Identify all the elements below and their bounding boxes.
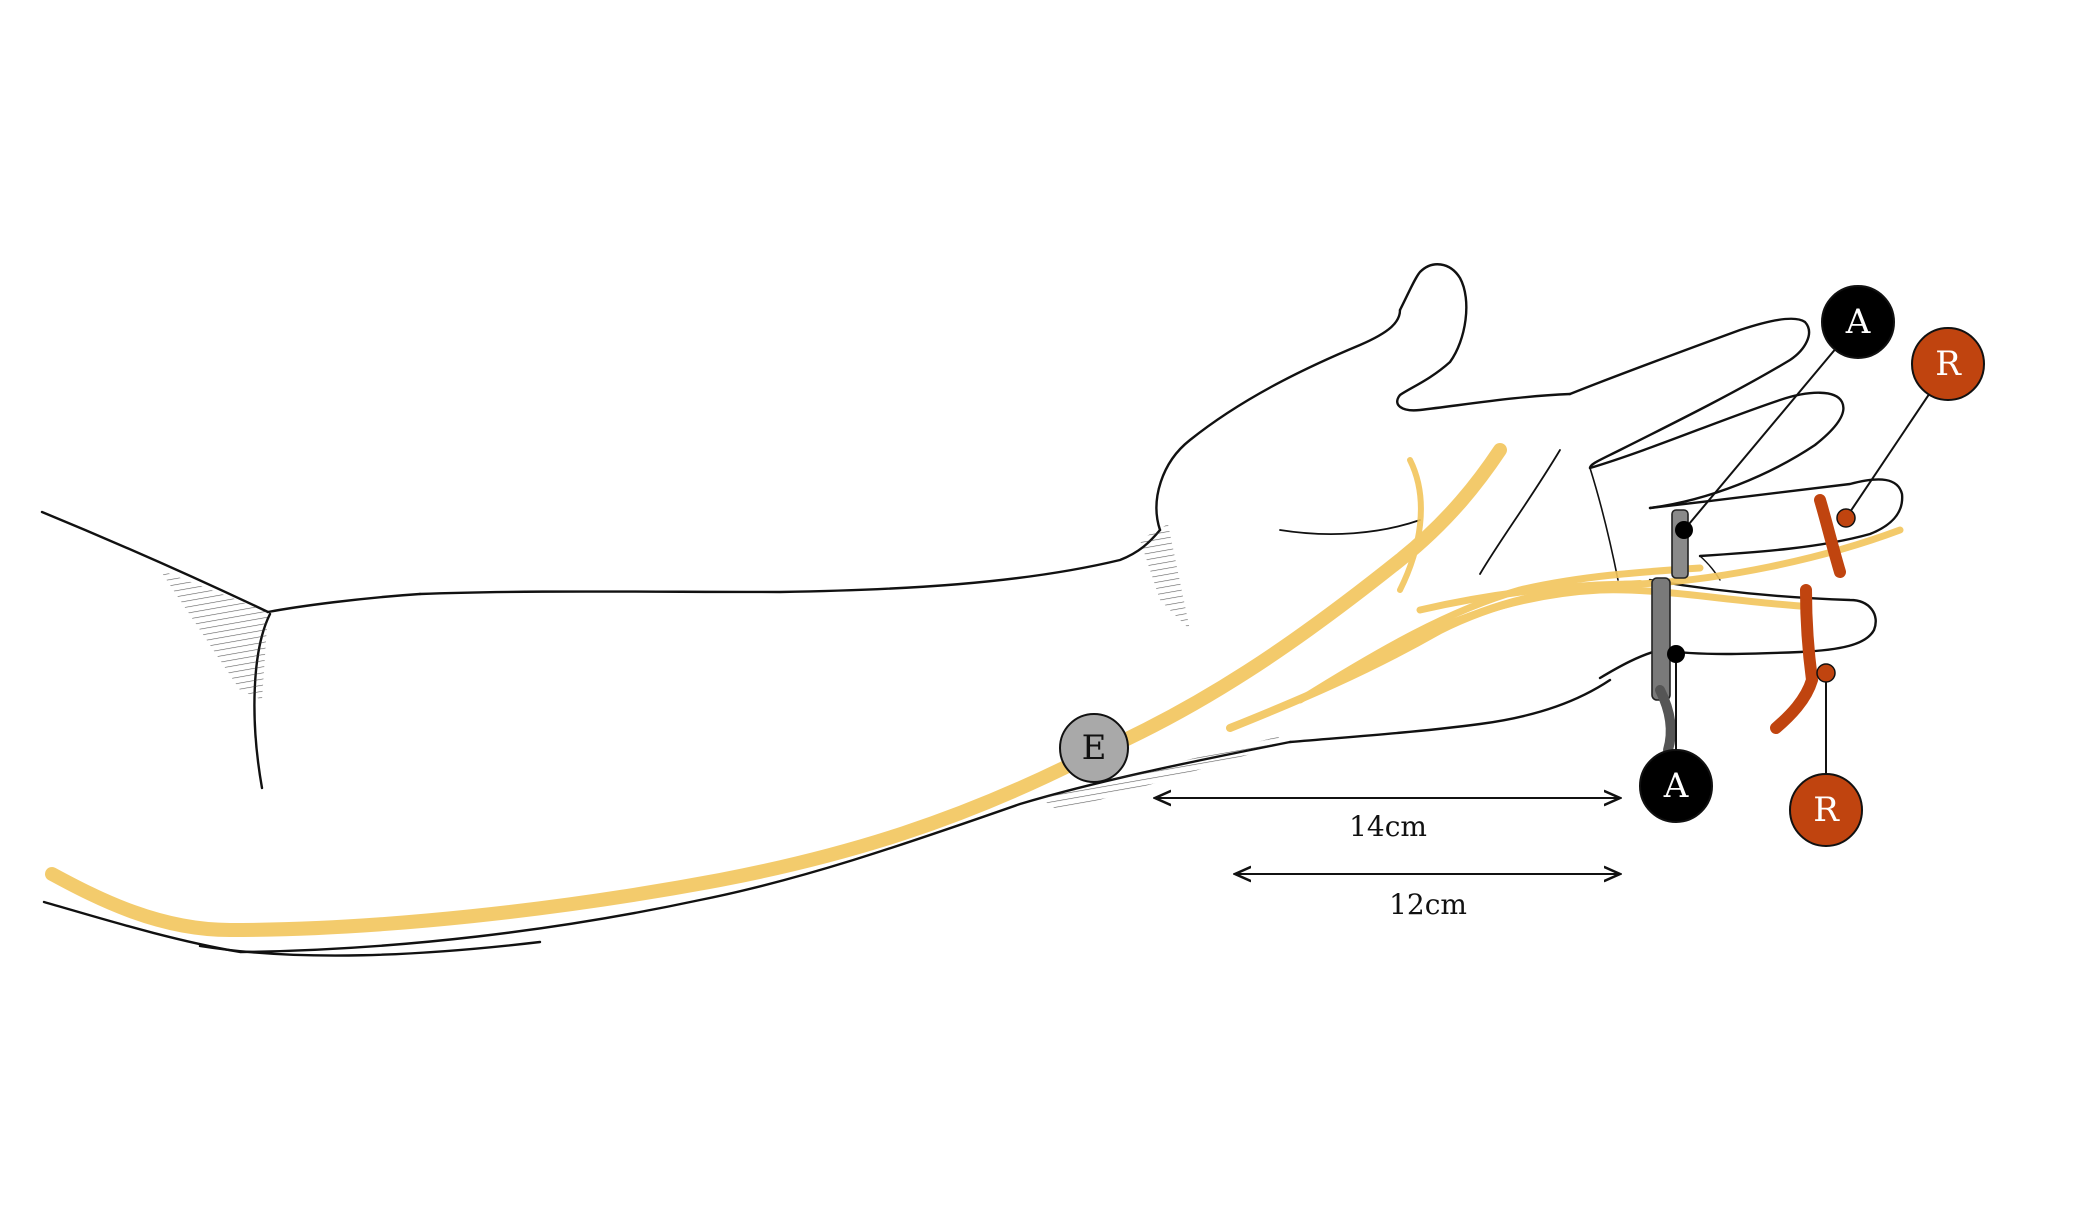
black-circle-icon <box>1821 285 1895 359</box>
marker-active-index: A <box>1821 285 1895 359</box>
arm-outline <box>40 263 1904 957</box>
marker-label: A <box>1663 766 1689 806</box>
marker-label: E <box>1082 728 1107 768</box>
leader-lines <box>1675 321 1945 782</box>
grey-circle-icon <box>1059 713 1129 783</box>
orange-circle-icon <box>1789 773 1863 847</box>
marker-reference-middle: R <box>1789 773 1863 847</box>
marker-reference-index: R <box>1911 327 1985 401</box>
orange-circle-icon <box>1911 327 1985 401</box>
nerve-paths <box>45 443 1904 938</box>
measurement-label-upper: 14cm <box>1349 810 1427 843</box>
measurement-label-lower: 12cm <box>1389 888 1467 921</box>
arm-shading <box>160 524 1280 812</box>
reference-ring-index <box>1814 494 1846 578</box>
active-ring-middle <box>1651 577 1671 701</box>
active-ring-index <box>1671 509 1689 579</box>
black-circle-icon <box>1639 749 1713 823</box>
marker-active-middle: A <box>1639 749 1713 823</box>
reference-ring-middle <box>1770 584 1819 734</box>
measurement-lower: 12cm <box>1235 874 1620 921</box>
marker-label: A <box>1845 302 1871 342</box>
active-ring-electrodes <box>1651 509 1689 755</box>
marker-label: R <box>1813 790 1840 830</box>
measurement-upper: 14cm <box>1155 798 1620 843</box>
reference-ring-electrodes <box>1770 494 1846 734</box>
leader-dots <box>1667 508 1856 683</box>
marker-label: R <box>1935 344 1962 384</box>
marker-stimulation: E <box>1059 713 1129 783</box>
